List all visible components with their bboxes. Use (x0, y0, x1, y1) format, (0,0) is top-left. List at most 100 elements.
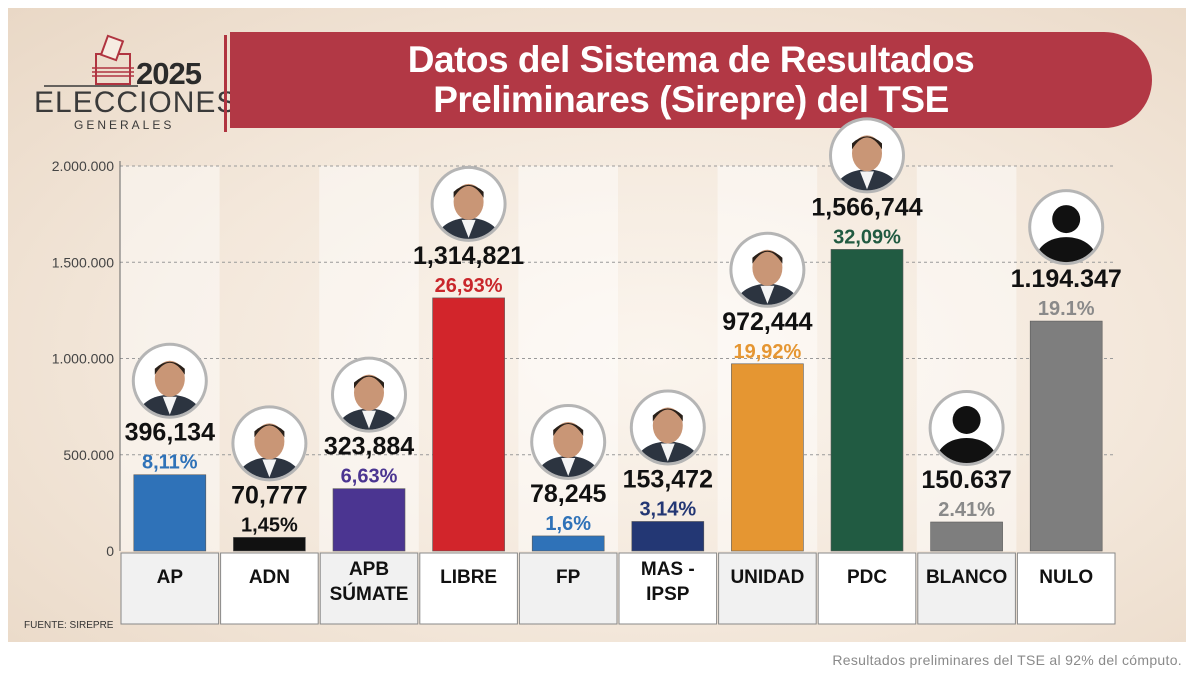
category-label: PDC (847, 567, 887, 588)
candidate-photo (331, 356, 407, 433)
photo-shirt (162, 396, 177, 415)
photo-shirt (660, 443, 675, 462)
y-tick-label: 1.500.000 (52, 254, 114, 270)
silhouette-body (936, 438, 997, 464)
category-label: FP (556, 567, 581, 588)
photo-suit (536, 455, 601, 477)
category-label-box (618, 552, 718, 625)
percent-label: 26,93% (435, 275, 503, 297)
photo-hair (852, 136, 882, 150)
category-label: BLANCO (926, 567, 1007, 588)
candidate-photo (629, 389, 706, 466)
photo-face (652, 407, 683, 444)
value-label: 1,314,821 (413, 242, 524, 270)
photo-shirt (362, 410, 376, 429)
value-label: 972,444 (722, 308, 812, 336)
photo-hair (254, 424, 285, 438)
y-tick-label: 1.000.000 (52, 351, 114, 367)
photo-hair (752, 250, 783, 264)
value-label: 323,884 (324, 433, 414, 461)
percent-label: 2.41% (938, 499, 995, 521)
bar (830, 249, 904, 552)
photo-suit (835, 169, 899, 191)
silhouette-icon (1028, 189, 1105, 266)
bar (432, 297, 505, 552)
photo-face (752, 249, 783, 286)
percent-label: 19,92% (733, 341, 801, 363)
category-label-box (220, 552, 319, 625)
bar (930, 521, 1003, 552)
photo-content (635, 407, 700, 463)
bar (133, 474, 207, 552)
photo-suit (337, 408, 401, 430)
photo-suit (436, 217, 501, 239)
value-label: 78,245 (530, 480, 607, 508)
elecciones-logo: 2025 ELECCIONES GENERALES (30, 34, 236, 132)
photo-suit (237, 457, 302, 479)
candidate-photo (829, 117, 905, 194)
candidate-photo (430, 165, 507, 242)
photo-shirt (262, 459, 277, 478)
photo-content (237, 423, 302, 479)
photo-content (936, 406, 997, 464)
category-label-box (718, 552, 817, 625)
category-label-box (817, 552, 917, 625)
y-tick-label: 0 (106, 543, 114, 559)
value-label: 153,472 (623, 465, 713, 493)
logo-title: ELECCIONES (34, 86, 238, 119)
silhouette-body (1036, 237, 1097, 263)
category-label: IPSP (646, 584, 690, 605)
photo-hair (154, 361, 185, 375)
bar (233, 537, 306, 552)
photo-suit (137, 394, 202, 416)
bar (531, 535, 605, 552)
photo-face (453, 183, 484, 220)
photo-shirt (760, 285, 775, 304)
photo-hair (652, 408, 683, 422)
candidate-photo (729, 231, 806, 308)
photo-content (536, 421, 601, 477)
percent-label: 1,45% (241, 514, 298, 536)
percent-label: 1,6% (545, 513, 591, 535)
photo-face (154, 360, 185, 397)
value-label: 1.194.347 (1011, 265, 1122, 293)
photo-face (553, 421, 584, 458)
candidate-photo (231, 405, 308, 482)
photo-content (337, 374, 401, 430)
percent-label: 6,63% (341, 466, 398, 488)
candidate-photo (131, 342, 208, 419)
photo-content (835, 135, 899, 191)
percent-label: 3,14% (639, 498, 696, 520)
title-banner: Datos del Sistema de Resultados Prelimin… (230, 32, 1152, 128)
percent-label: 32,09% (833, 226, 901, 248)
source-note: FUENTE: SIREPRE (24, 620, 114, 631)
photo-shirt (561, 457, 576, 476)
infographic-frame: 2025 ELECCIONES GENERALES Datos del Sist… (8, 8, 1186, 642)
category-label: APB (349, 559, 389, 580)
logo-divider (224, 35, 227, 132)
category-label-box (518, 552, 618, 625)
category-label-box (917, 552, 1016, 625)
value-label: 150.637 (921, 466, 1011, 494)
silhouette-icon (928, 390, 1005, 467)
photo-suit (735, 283, 800, 305)
category-label: UNIDAD (730, 567, 804, 588)
image-caption: Resultados preliminares del TSE al 92% d… (832, 652, 1182, 668)
ballot-box-icon (44, 34, 138, 87)
photo-content (436, 183, 501, 239)
photo-face (852, 135, 882, 172)
value-label: 1,566,744 (811, 193, 922, 221)
bar (332, 488, 406, 552)
category-label: ADN (249, 567, 290, 588)
title-line-1: Datos del Sistema de Resultados (407, 39, 975, 80)
bar-chart: 0 500.000 1.000.000 1.500.000 2.000.000 AP ADN… (52, 117, 1122, 625)
category-label: MAS - (641, 559, 695, 580)
photo-content (137, 360, 202, 416)
bar (1029, 320, 1103, 552)
photo-face (354, 374, 384, 411)
value-label: 70,777 (231, 481, 307, 509)
title-line-2: Preliminares (Sirepre) del TSE (433, 79, 949, 120)
bar (731, 363, 804, 552)
category-label-box (120, 552, 220, 625)
logo-subtitle: GENERALES (74, 118, 175, 132)
